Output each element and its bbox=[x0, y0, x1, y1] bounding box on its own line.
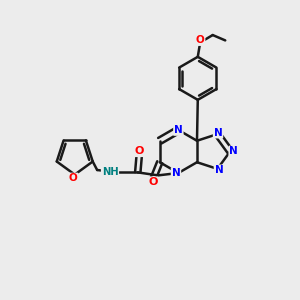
Text: O: O bbox=[69, 173, 78, 184]
Text: N: N bbox=[174, 125, 183, 135]
Text: O: O bbox=[196, 35, 205, 45]
Text: N: N bbox=[214, 165, 223, 176]
Text: N: N bbox=[214, 128, 222, 138]
Text: O: O bbox=[148, 177, 158, 187]
Text: NH: NH bbox=[102, 167, 118, 176]
Text: N: N bbox=[172, 168, 180, 178]
Text: N: N bbox=[229, 146, 238, 157]
Text: O: O bbox=[135, 146, 144, 156]
